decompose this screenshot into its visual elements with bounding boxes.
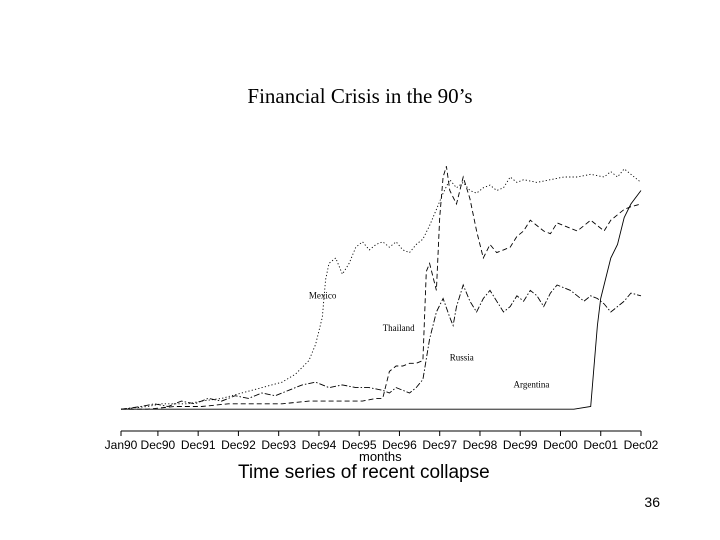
series-label-mexico: Mexico [309,291,337,301]
series-layer [120,166,642,410]
x-tick-label: Dec02 [624,438,659,452]
x-tick-label: Dec00 [543,438,578,452]
x-tick-label: Dec99 [503,438,538,452]
x-tick-label: Dec96 [382,438,417,452]
series-label-argentina: Argentina [514,380,550,390]
page-number: 36 [644,494,660,510]
x-tick-label: Dec97 [422,438,457,452]
x-tick-label: Dec01 [583,438,618,452]
x-axis-title: months [359,449,402,464]
series-label-thailand: Thailand [383,323,415,333]
chart-caption: Time series of recent collapse [238,462,490,483]
x-tick-label: Dec92 [221,438,256,452]
x-tick-label: Dec98 [463,438,498,452]
x-tick-label: Dec95 [342,438,377,452]
slide-title: Financial Crisis in the 90’s [247,84,473,108]
x-tick-label: Dec90 [141,438,176,452]
x-tick-label: Dec94 [302,438,337,452]
x-tick-layer: Jan90 Dec90 Dec91 Dec92 Dec93 Dec94 Dec95 Dec96… [105,431,659,452]
series-label-russia: Russia [450,353,474,363]
x-tick-label: Dec93 [261,438,296,452]
series-line-argentina [121,190,642,410]
x-tick-label: Jan90 [105,438,138,452]
x-tick-label: Dec91 [181,438,216,452]
series-line-russia [120,283,642,410]
series-line-mexico [120,168,642,410]
series-label-layer: Mexico Thailand Russia Argentina [309,291,549,390]
series-line-thailand [121,166,642,410]
